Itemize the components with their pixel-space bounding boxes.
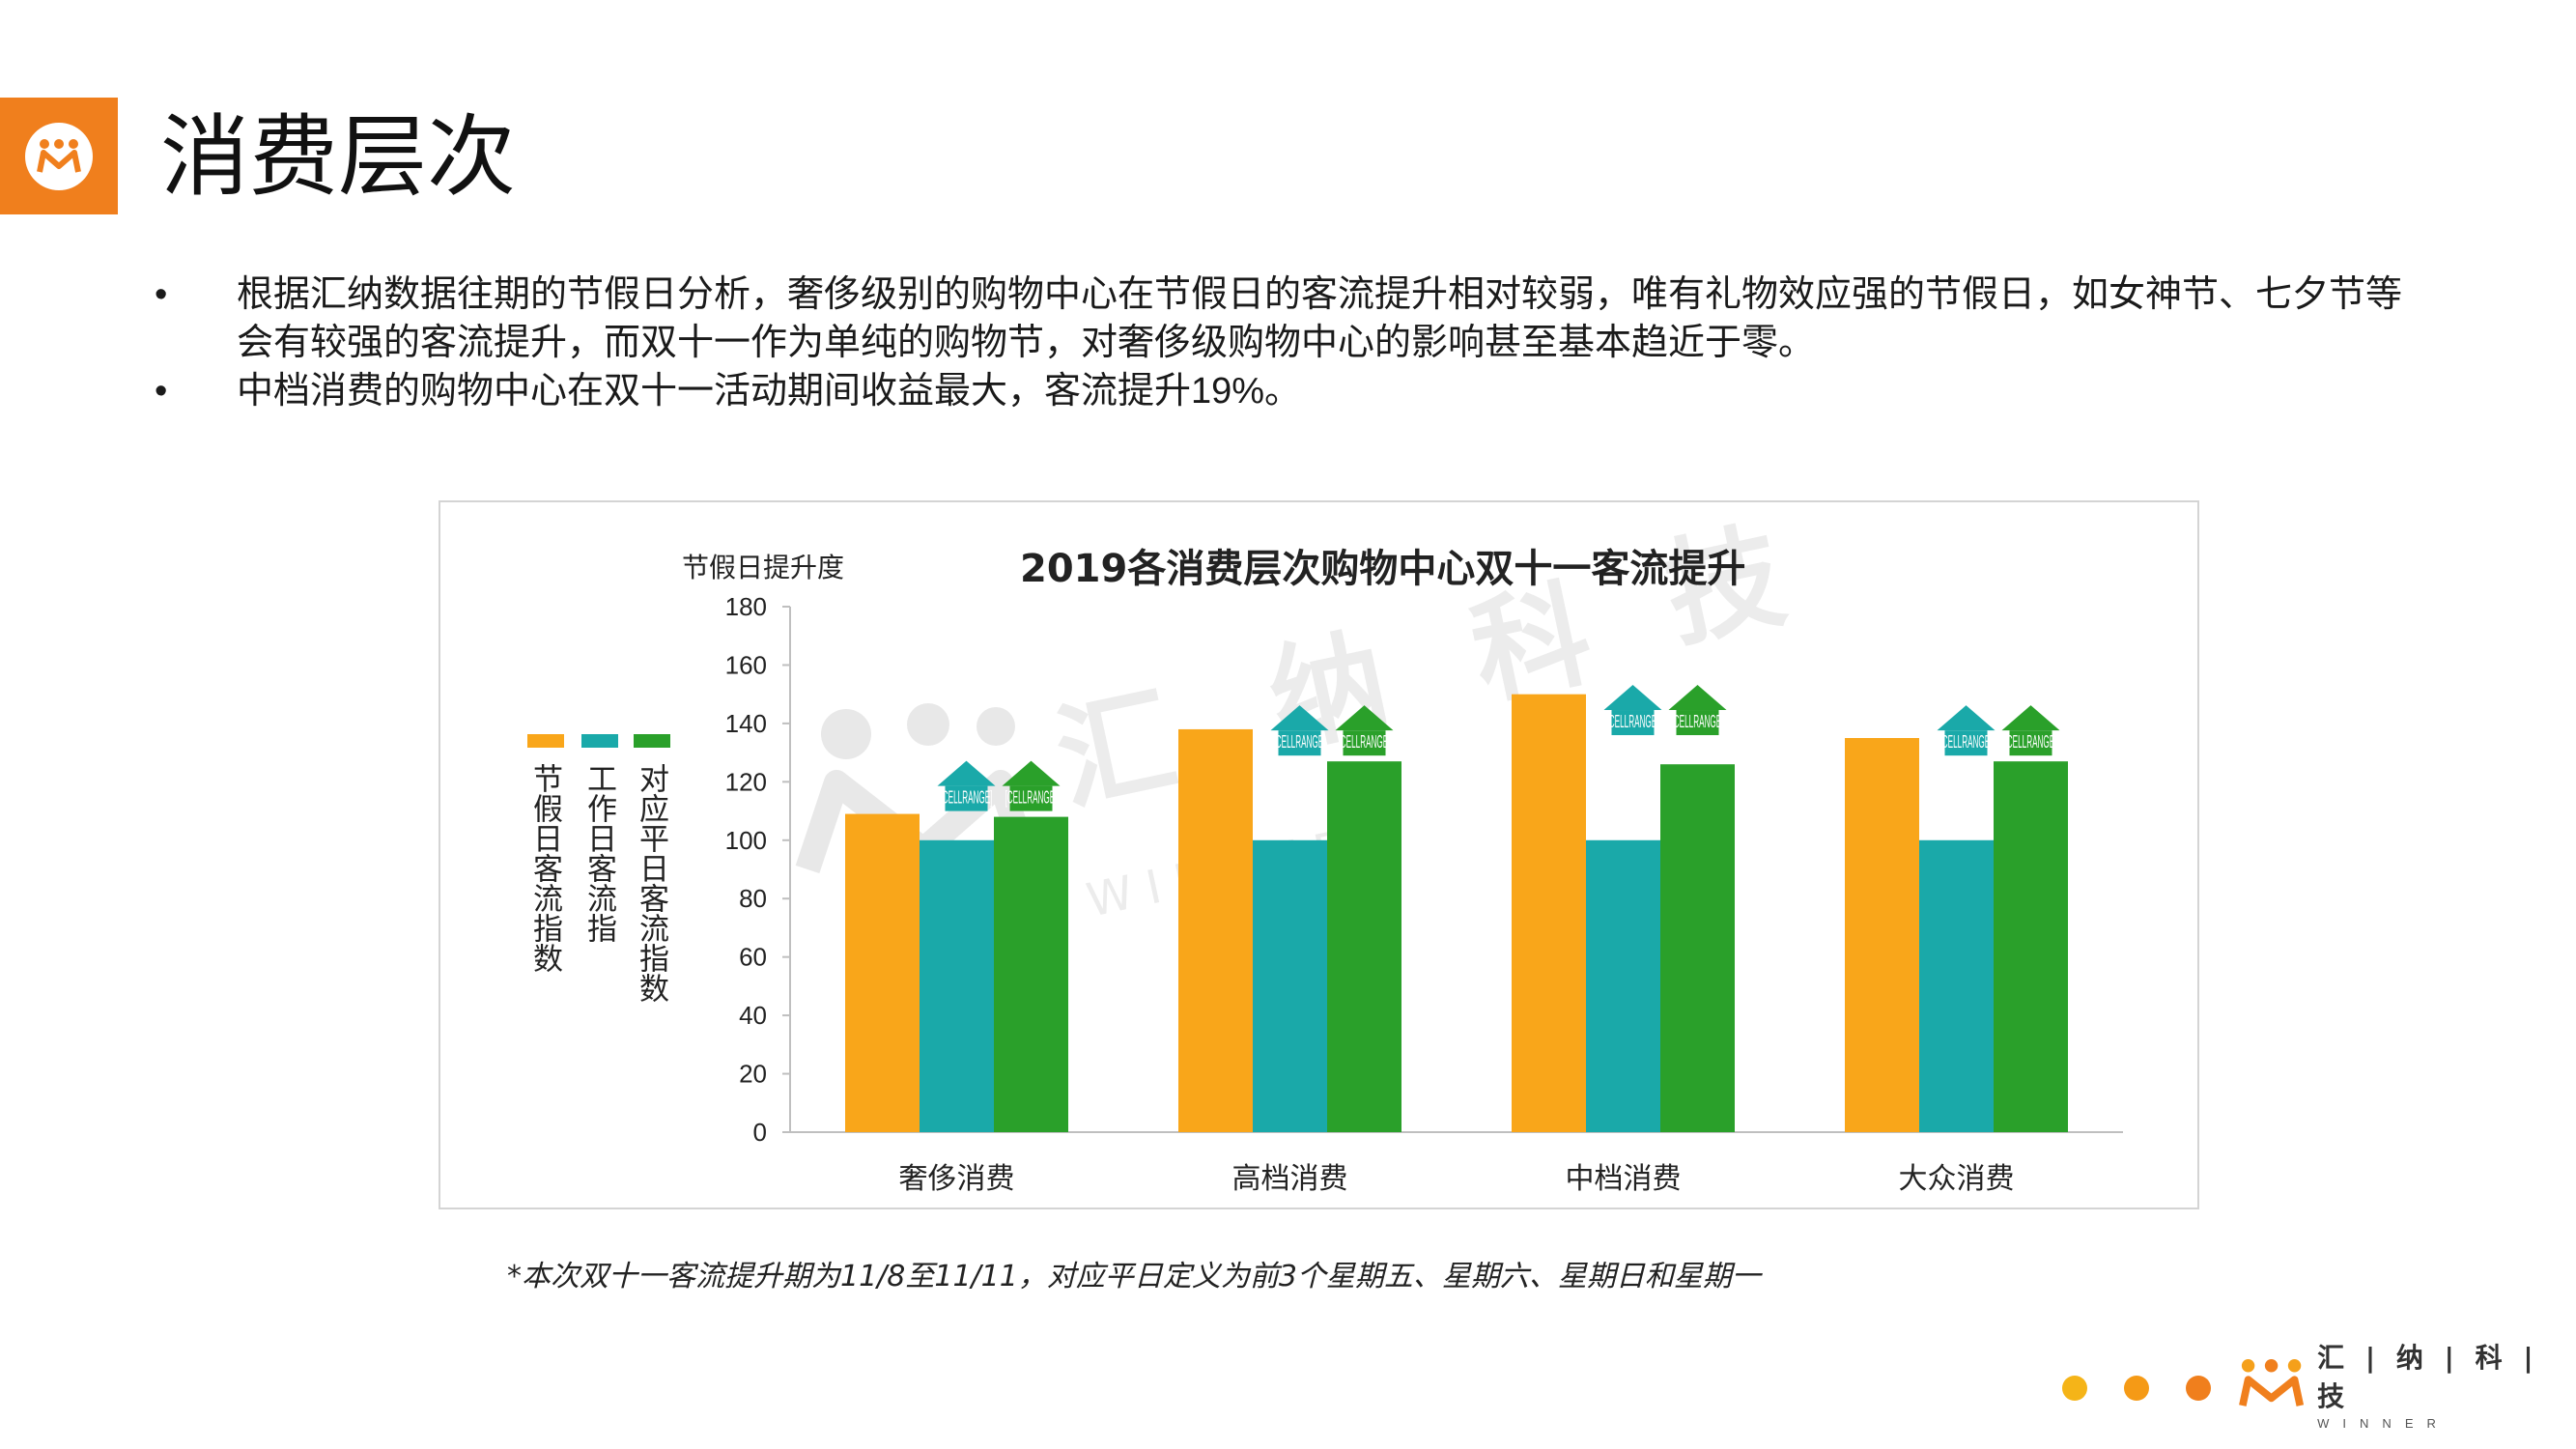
- callout-label: [CELLRANGE]: [2005, 732, 2057, 752]
- bar: [1512, 694, 1586, 1132]
- x-tick-label: 高档消费: [1232, 1162, 1348, 1196]
- y-tick-label: 100: [725, 826, 767, 855]
- y-tick-label: 180: [725, 592, 767, 621]
- bar: [1253, 839, 1327, 1132]
- brand-name-cn: 汇 | 纳 | 科 | 技: [2317, 1341, 2539, 1412]
- callout-box: [1343, 730, 1386, 756]
- bullet-text: 中档消费的购物中心在双十一活动期间收益最大，客流提升19%。: [237, 371, 1302, 412]
- bullet-text: 根据汇纳数据往期的节假日分析，奢侈级别的购物中心在节假日的客流提升相对较弱，唯有…: [237, 274, 2403, 363]
- callout-arrow: [1002, 760, 1061, 786]
- callout-box: [1009, 785, 1053, 811]
- bar: [1994, 761, 2068, 1132]
- legend-item: 对应平日客流指数: [634, 734, 672, 1003]
- callout-label: [CELLRANGE]: [941, 788, 993, 808]
- chart-title: 2019各消费层次购物中心双十一客流提升: [1020, 547, 1746, 591]
- brand-text: 汇 | 纳 | 科 | 技 WINNER: [2317, 1337, 2576, 1431]
- dot: [2124, 1376, 2149, 1401]
- x-tick-label: 奢侈消费: [899, 1162, 1015, 1196]
- bar: [920, 839, 994, 1132]
- bar: [845, 813, 920, 1132]
- chart-container: 汇 纳 科 技 W I N N E R 02040608010012014016…: [439, 500, 2199, 1209]
- bullet-list: • 根据汇纳数据往期的节假日分析，奢侈级别的购物中心在节假日的客流提升相对较弱，…: [155, 270, 2415, 415]
- bar: [1586, 839, 1660, 1132]
- callout-label: [CELLRANGE]: [1274, 732, 1326, 752]
- callout-box: [2009, 730, 2052, 756]
- callout-box: [1611, 710, 1655, 736]
- y-axis-title: 节假日提升度: [682, 552, 845, 583]
- dot: [2062, 1376, 2087, 1401]
- y-tick-label: 60: [739, 943, 767, 972]
- bullet-symbol: •: [155, 371, 168, 412]
- bar: [1845, 738, 1919, 1132]
- callout-label: [CELLRANGE]: [1339, 732, 1391, 752]
- callout-box: [1944, 730, 1988, 756]
- bullet-item: • 根据汇纳数据往期的节假日分析，奢侈级别的购物中心在节假日的客流提升相对较弱，…: [155, 270, 2415, 367]
- callout-arrow: [1270, 705, 1329, 731]
- callout-arrow: [1603, 685, 1662, 711]
- bar: [1178, 728, 1253, 1132]
- bar: [994, 816, 1068, 1132]
- decorative-dots: [2062, 1376, 2211, 1401]
- callout-arrow: [1937, 705, 1996, 731]
- bar: [1327, 761, 1401, 1132]
- bullet-item: • 中档消费的购物中心在双十一活动期间收益最大，客流提升19%。: [155, 367, 2415, 415]
- logo-block: [0, 98, 118, 214]
- footnote: *本次双十一客流提升期为11/8至11/11，对应平日定义为前3个星期五、星期六…: [507, 1260, 1761, 1293]
- legend-item: 工作日客流指: [581, 734, 620, 943]
- y-tick-label: 160: [725, 650, 767, 679]
- bar: [1919, 839, 1994, 1132]
- callout-arrow: [937, 760, 996, 786]
- callout-box: [1278, 730, 1321, 756]
- y-tick-label: 40: [739, 1001, 767, 1030]
- y-tick-label: 140: [725, 709, 767, 738]
- callout-label: [CELLRANGE]: [1607, 712, 1659, 731]
- y-tick-label: 80: [739, 884, 767, 913]
- legend-item: 节假日客流指数: [527, 734, 566, 973]
- bar-chart: 0 20 40 60 80 100 120 140 160 180 [CELLRANGE] [CELL…: [725, 592, 2123, 1196]
- dot: [2186, 1376, 2211, 1401]
- legend-swatch: [634, 734, 670, 748]
- x-tick-label: 中档消费: [1566, 1162, 1682, 1196]
- y-tick-label: 20: [739, 1060, 767, 1089]
- page-title: 消费层次: [160, 105, 517, 209]
- bar: [1660, 764, 1735, 1132]
- callout-label: [CELLRANGE]: [1005, 788, 1058, 808]
- callout-box: [945, 785, 988, 811]
- callout-arrow: [1335, 705, 1394, 731]
- y-tick-label: 120: [725, 767, 767, 796]
- y-tick-label: 0: [753, 1118, 767, 1147]
- bullet-symbol: •: [155, 274, 168, 315]
- callout-arrow: [1668, 685, 1727, 711]
- x-tick-label: 大众消费: [1899, 1162, 2015, 1196]
- legend-label: 节假日客流指数: [527, 763, 562, 973]
- callout-label: [CELLRANGE]: [1672, 712, 1724, 731]
- legend-swatch: [581, 734, 618, 748]
- brand-name-en: WINNER: [2317, 1415, 2449, 1431]
- brand-icon: [2239, 1359, 2305, 1406]
- logo-icon: [25, 122, 93, 190]
- legend-swatch: [527, 734, 564, 748]
- legend-label: 对应平日客流指数: [634, 763, 668, 1003]
- brand-logo: 汇 | 纳 | 科 | 技 WINNER: [2239, 1342, 2576, 1431]
- callout-label: [CELLRANGE]: [1940, 732, 1993, 752]
- callout-box: [1676, 710, 1719, 736]
- callout-arrow: [2001, 705, 2060, 731]
- legend-label: 工作日客流指: [581, 763, 616, 943]
